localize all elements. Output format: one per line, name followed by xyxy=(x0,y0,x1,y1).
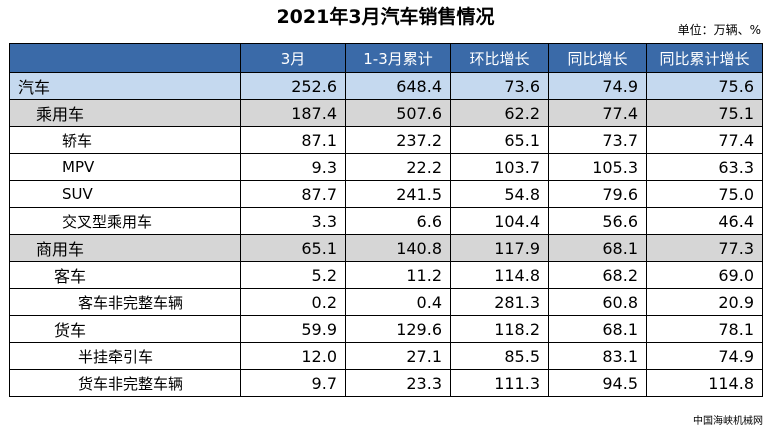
table-cell: 73.7 xyxy=(548,126,647,154)
table-cell: 79.6 xyxy=(548,180,647,208)
table-cell: 20.9 xyxy=(646,288,763,316)
table-cell: 69.0 xyxy=(646,261,763,289)
table-cell: 83.1 xyxy=(548,342,647,370)
column-header: 同比累计增长 xyxy=(646,43,763,73)
table-header-row: 3月 1-3月累计 环比增长 同比增长 同比累计增长 xyxy=(9,43,763,73)
table-cell: 54.8 xyxy=(450,180,549,208)
row-label: 乘用车 xyxy=(9,99,241,127)
unit-note: 单位：万辆、% xyxy=(677,23,761,37)
table-cell: 9.7 xyxy=(240,369,346,397)
table-cell: 129.6 xyxy=(345,315,451,343)
table-cell: 0.4 xyxy=(345,288,451,316)
table-cell: 63.3 xyxy=(646,153,763,181)
table-row: 轿车 87.1 237.2 65.1 73.7 77.4 xyxy=(9,126,763,154)
table-cell: 117.9 xyxy=(450,234,549,262)
row-label: 客车 xyxy=(9,261,241,289)
table-cell: 11.2 xyxy=(345,261,451,289)
table-cell: 111.3 xyxy=(450,369,549,397)
table-cell: 77.4 xyxy=(548,99,647,127)
table-cell: 68.1 xyxy=(548,315,647,343)
table-row: 客车 5.2 11.2 114.8 68.2 69.0 xyxy=(9,261,763,289)
row-label: 半挂牵引车 xyxy=(9,342,241,370)
table-cell: 78.1 xyxy=(646,315,763,343)
table-cell: 241.5 xyxy=(345,180,451,208)
table-cell: 62.2 xyxy=(450,99,549,127)
table-cell: 237.2 xyxy=(345,126,451,154)
page-title: 2021年3月汽车销售情况 xyxy=(276,6,495,28)
table-cell: 103.7 xyxy=(450,153,549,181)
table-cell: 140.8 xyxy=(345,234,451,262)
table-row: 货车 59.9 129.6 118.2 68.1 78.1 xyxy=(9,315,763,343)
row-label: 客车非完整车辆 xyxy=(9,288,241,316)
row-label: 货车 xyxy=(9,315,241,343)
table-cell: 281.3 xyxy=(450,288,549,316)
table-cell: 77.4 xyxy=(646,126,763,154)
row-label: MPV xyxy=(9,153,241,181)
table-cell: 3.3 xyxy=(240,207,346,235)
table-cell: 12.0 xyxy=(240,342,346,370)
table-row: 商用车 65.1 140.8 117.9 68.1 77.3 xyxy=(9,234,763,262)
table-cell: 68.2 xyxy=(548,261,647,289)
table-row: SUV 87.7 241.5 54.8 79.6 75.0 xyxy=(9,180,763,208)
source-credit: 中国海峡机械网 xyxy=(693,416,763,427)
table-cell: 87.7 xyxy=(240,180,346,208)
table-cell: 118.2 xyxy=(450,315,549,343)
table-cell: 59.9 xyxy=(240,315,346,343)
table-cell: 94.5 xyxy=(548,369,647,397)
table-cell: 74.9 xyxy=(646,342,763,370)
table-cell: 507.6 xyxy=(345,99,451,127)
table-cell: 27.1 xyxy=(345,342,451,370)
table-cell: 23.3 xyxy=(345,369,451,397)
table-cell: 105.3 xyxy=(548,153,647,181)
column-header: 环比增长 xyxy=(450,43,549,73)
table-cell: 114.8 xyxy=(450,261,549,289)
table-cell: 77.3 xyxy=(646,234,763,262)
table-cell: 104.4 xyxy=(450,207,549,235)
table-cell: 85.5 xyxy=(450,342,549,370)
table-cell: 0.2 xyxy=(240,288,346,316)
table-cell: 252.6 xyxy=(240,72,346,100)
column-header: 同比增长 xyxy=(548,43,647,73)
table-row: 汽车 252.6 648.4 73.6 74.9 75.6 xyxy=(9,72,763,100)
table-row: 半挂牵引车 12.0 27.1 85.5 83.1 74.9 xyxy=(9,342,763,370)
table-cell: 648.4 xyxy=(345,72,451,100)
table-cell: 46.4 xyxy=(646,207,763,235)
sales-table: 3月 1-3月累计 环比增长 同比增长 同比累计增长 汽车 252.6 648.… xyxy=(9,43,763,397)
table-cell: 22.2 xyxy=(345,153,451,181)
table-cell: 114.8 xyxy=(646,369,763,397)
table-cell: 65.1 xyxy=(240,234,346,262)
table-cell: 75.1 xyxy=(646,99,763,127)
table-cell: 65.1 xyxy=(450,126,549,154)
row-label: 汽车 xyxy=(9,72,241,100)
column-header: 3月 xyxy=(240,43,346,73)
row-label: 交叉型乘用车 xyxy=(9,207,241,235)
table-cell: 56.6 xyxy=(548,207,647,235)
row-label: SUV xyxy=(9,180,241,208)
table-cell: 73.6 xyxy=(450,72,549,100)
table-cell: 74.9 xyxy=(548,72,647,100)
table-row: 交叉型乘用车 3.3 6.6 104.4 56.6 46.4 xyxy=(9,207,763,235)
table-cell: 75.0 xyxy=(646,180,763,208)
table-cell: 5.2 xyxy=(240,261,346,289)
row-label: 商用车 xyxy=(9,234,241,262)
row-label: 货车非完整车辆 xyxy=(9,369,241,397)
table-row: MPV 9.3 22.2 103.7 105.3 63.3 xyxy=(9,153,763,181)
table-row: 货车非完整车辆 9.7 23.3 111.3 94.5 114.8 xyxy=(9,369,763,397)
column-header xyxy=(9,43,241,73)
table-cell: 87.1 xyxy=(240,126,346,154)
table-row: 客车非完整车辆 0.2 0.4 281.3 60.8 20.9 xyxy=(9,288,763,316)
row-label: 轿车 xyxy=(9,126,241,154)
table-cell: 9.3 xyxy=(240,153,346,181)
table-row: 乘用车 187.4 507.6 62.2 77.4 75.1 xyxy=(9,99,763,127)
table-cell: 75.6 xyxy=(646,72,763,100)
table-cell: 187.4 xyxy=(240,99,346,127)
table-cell: 68.1 xyxy=(548,234,647,262)
table-cell: 6.6 xyxy=(345,207,451,235)
column-header: 1-3月累计 xyxy=(345,43,451,73)
table-cell: 60.8 xyxy=(548,288,647,316)
